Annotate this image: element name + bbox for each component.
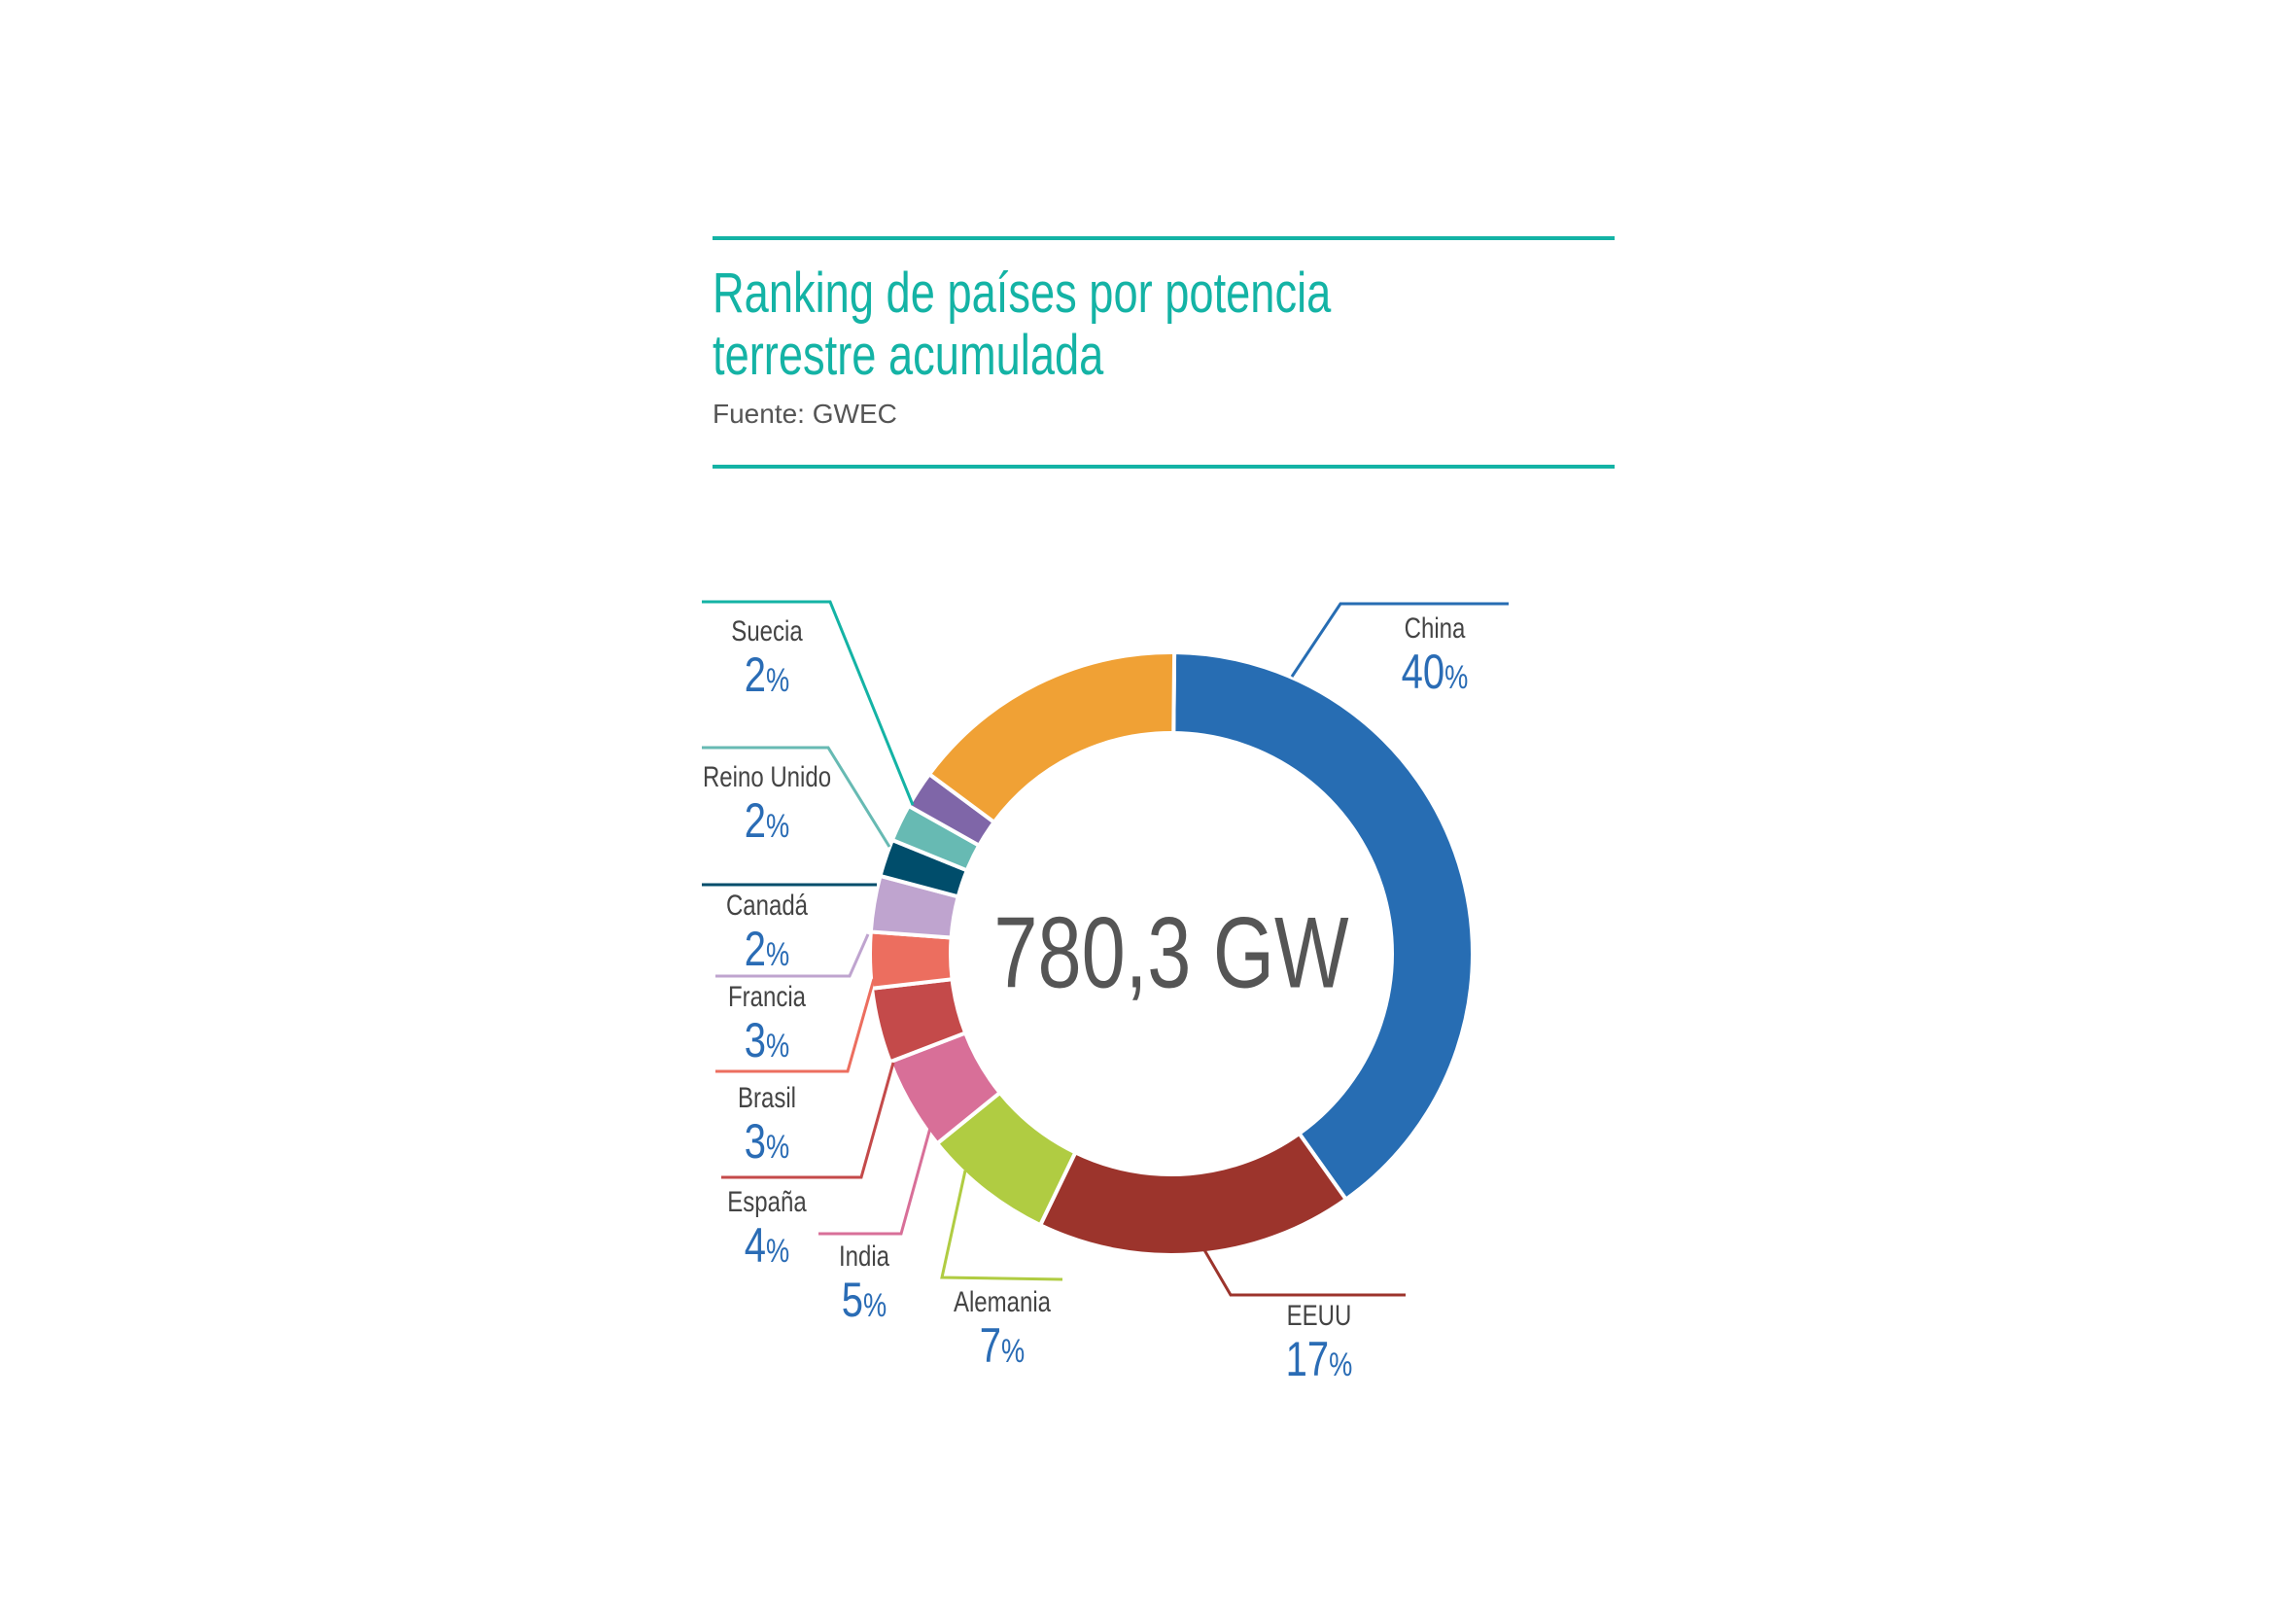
percent-value: 7 <box>979 1318 1002 1373</box>
leader-line-brasil <box>715 978 876 1073</box>
slice-other <box>926 650 1177 825</box>
label-percent: 3% <box>738 1115 796 1173</box>
label-percent: 40% <box>1402 646 1469 704</box>
leader-line-españa <box>721 1062 895 1179</box>
percent-sign: % <box>1001 1333 1026 1370</box>
label-name: España <box>727 1186 807 1218</box>
slice-china <box>1171 649 1475 1203</box>
slice-eeuu <box>1037 1131 1349 1257</box>
bottom-rule <box>713 465 1615 469</box>
label-brasil: Brasil 3% <box>730 1082 803 1173</box>
label-percent: 4% <box>727 1219 806 1277</box>
label-name: Alemania <box>953 1286 1052 1318</box>
label-percent: 7% <box>954 1319 1051 1378</box>
percent-sign: % <box>766 1028 790 1065</box>
leader-line-eeuu <box>1201 1247 1406 1297</box>
leader-line-india <box>818 1127 932 1236</box>
label-india: India 5% <box>832 1241 895 1332</box>
leader-line-china <box>1290 602 1509 678</box>
label-reino-unido: Reino Unido 2% <box>686 761 847 853</box>
percent-sign: % <box>766 808 790 845</box>
chart-source: Fuente: GWEC <box>713 399 897 429</box>
label-percent: 5% <box>839 1274 889 1332</box>
label-name: Suecia <box>731 615 803 647</box>
label-name: India <box>838 1241 890 1273</box>
percent-value: 2 <box>744 647 767 702</box>
label-percent: 3% <box>728 1014 806 1072</box>
leader-line-suecia <box>702 600 915 806</box>
percent-value: 2 <box>744 793 767 848</box>
label-name: China <box>1404 612 1466 645</box>
percent-sign: % <box>1329 1346 1353 1383</box>
label-name: Francia <box>727 981 807 1013</box>
percent-sign: % <box>766 1233 790 1270</box>
leader-line-reino-unido <box>702 746 891 848</box>
label-name: EEUU <box>1286 1300 1352 1332</box>
percent-value: 3 <box>744 1114 767 1169</box>
percent-sign: % <box>863 1287 887 1324</box>
top-rule <box>713 236 1615 240</box>
percent-value: 40 <box>1401 645 1445 699</box>
percent-value: 2 <box>744 922 767 976</box>
label-percent: 17% <box>1286 1333 1353 1391</box>
percent-value: 4 <box>744 1218 767 1273</box>
label-percent: 2% <box>703 794 831 853</box>
percent-sign: % <box>1444 659 1469 696</box>
label-alemania: Alemania 7% <box>941 1286 1062 1378</box>
label-suecia: Suecia 2% <box>722 615 812 707</box>
percent-value: 17 <box>1285 1332 1330 1386</box>
label-percent: 2% <box>731 648 802 707</box>
leader-line-alemania <box>940 1170 1063 1281</box>
center-total: 780,3 GW <box>993 896 1349 1010</box>
slice-brasil <box>868 929 955 991</box>
label-name: Reino Unido <box>702 761 832 793</box>
percent-value: 5 <box>841 1273 864 1327</box>
percent-value: 3 <box>744 1013 767 1067</box>
label-francia: Francia 3% <box>718 981 816 1072</box>
label-name: Brasil <box>737 1082 797 1114</box>
percent-sign: % <box>766 662 790 699</box>
leader-line-francia <box>715 933 870 978</box>
label-españa: España 4% <box>717 1186 817 1277</box>
chart-title: Ranking de países por potencia terrestre… <box>713 262 1331 387</box>
label-canadá: Canadá 2% <box>715 890 818 981</box>
label-china: China 40% <box>1393 612 1477 704</box>
label-name: Canadá <box>725 890 809 922</box>
percent-sign: % <box>766 1129 790 1166</box>
label-percent: 2% <box>726 923 808 981</box>
percent-sign: % <box>766 936 790 973</box>
title-line-1: Ranking de países por potencia <box>713 262 1332 325</box>
label-eeuu: EEUU 17% <box>1277 1300 1361 1391</box>
title-line-2: terrestre acumulada <box>713 324 1104 387</box>
